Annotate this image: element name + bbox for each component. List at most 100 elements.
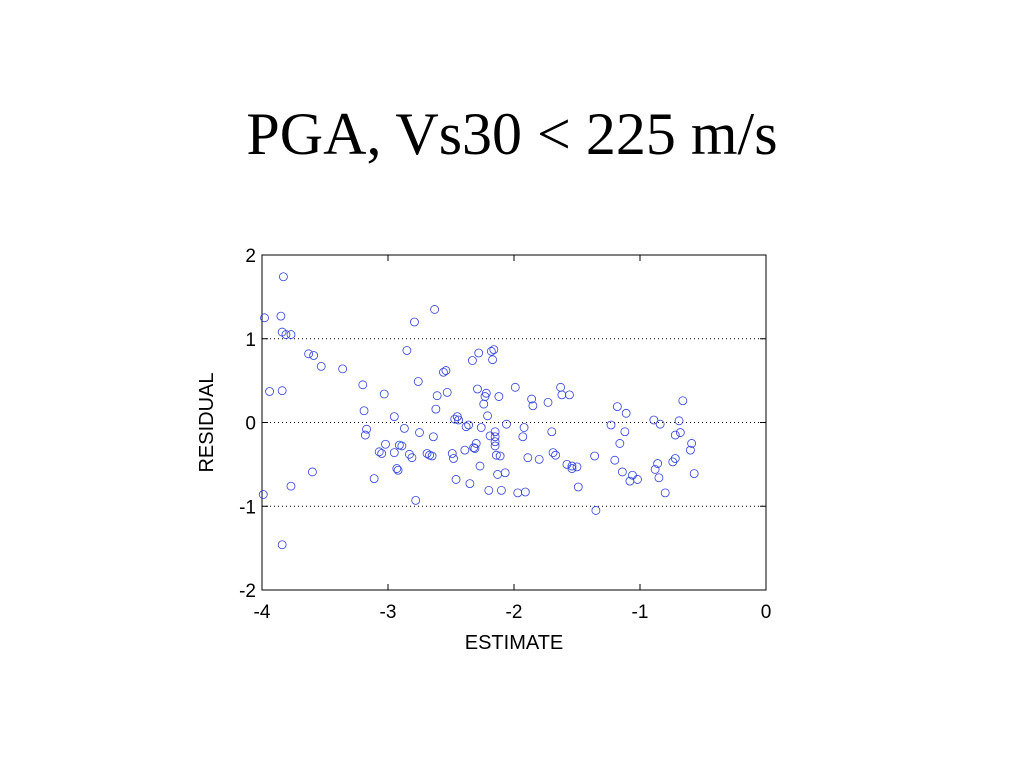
- data-point: [369, 474, 379, 484]
- data-point: [316, 361, 326, 371]
- data-point: [621, 408, 631, 418]
- y-tick-label: 0: [245, 414, 256, 435]
- data-point: [389, 412, 399, 422]
- data-point: [620, 427, 630, 437]
- data-point: [473, 384, 482, 394]
- data-point: [590, 451, 600, 461]
- data-point: [686, 445, 695, 455]
- axis-ticks: [261, 254, 767, 591]
- data-point: [471, 439, 481, 448]
- data-point: [475, 461, 485, 471]
- data-point: [520, 487, 530, 497]
- data-point: [494, 392, 504, 401]
- data-point: [432, 391, 442, 401]
- data-point: [447, 449, 457, 458]
- data-point: [451, 475, 461, 484]
- x-axis-label: ESTIMATE: [465, 632, 564, 654]
- data-point: [490, 432, 500, 442]
- data-point: [374, 447, 384, 457]
- x-tick-label: -3: [380, 602, 397, 623]
- data-point: [633, 475, 642, 484]
- data-point: [653, 459, 663, 468]
- data-point: [496, 485, 506, 495]
- data-point: [407, 453, 417, 463]
- data-points: [258, 272, 699, 550]
- data-point: [422, 449, 432, 458]
- data-point: [572, 462, 582, 472]
- data-point: [670, 430, 680, 440]
- data-point: [547, 427, 557, 437]
- data-point: [610, 455, 620, 465]
- x-tick-labels: -4 -3 -2 -1 0: [254, 602, 772, 623]
- data-point: [389, 448, 399, 458]
- data-point: [493, 470, 503, 479]
- data-point: [668, 457, 678, 467]
- data-point: [465, 479, 475, 489]
- y-tick-labels: -2 -1 0 1 2: [239, 246, 256, 602]
- data-point: [660, 488, 670, 498]
- data-point: [518, 432, 528, 442]
- data-point: [495, 451, 505, 461]
- data-point: [405, 449, 414, 459]
- data-point: [415, 428, 424, 437]
- data-point: [689, 469, 699, 478]
- data-point: [488, 355, 497, 365]
- data-point: [491, 450, 501, 460]
- data-point: [654, 473, 664, 483]
- data-point: [523, 453, 533, 463]
- data-point: [476, 423, 486, 432]
- y-tick-label: -1: [239, 497, 256, 518]
- data-point: [393, 465, 403, 475]
- data-point: [469, 443, 479, 453]
- data-point: [410, 317, 419, 327]
- data-point: [567, 461, 577, 471]
- data-point: [612, 402, 622, 411]
- y-tick-label: -2: [239, 581, 256, 602]
- data-point: [377, 449, 387, 458]
- data-point: [649, 415, 659, 425]
- data-point: [461, 422, 471, 432]
- data-point: [449, 454, 458, 463]
- data-point: [490, 427, 500, 437]
- data-point: [338, 364, 348, 374]
- data-point: [260, 313, 269, 323]
- data-point: [392, 464, 402, 473]
- grid-lines: [262, 338, 766, 507]
- data-point: [439, 367, 448, 377]
- data-point: [490, 441, 500, 451]
- data-point: [307, 467, 317, 477]
- data-point: [489, 345, 499, 355]
- data-point: [450, 414, 460, 424]
- data-point: [379, 389, 389, 399]
- data-point: [277, 540, 287, 550]
- data-point: [402, 346, 412, 355]
- data-point: [687, 439, 697, 448]
- data-point: [479, 399, 489, 409]
- data-point: [279, 272, 288, 282]
- data-point: [428, 432, 438, 442]
- data-point: [413, 377, 423, 386]
- data-point: [551, 450, 560, 460]
- data-point: [670, 454, 680, 463]
- data-point: [281, 330, 291, 339]
- data-point: [513, 488, 523, 498]
- data-point: [397, 441, 407, 451]
- data-point: [258, 490, 268, 499]
- data-point: [460, 445, 470, 455]
- data-point: [286, 481, 296, 491]
- data-point: [500, 468, 510, 478]
- data-point: [427, 451, 437, 461]
- data-point: [556, 382, 566, 392]
- data-point: [534, 454, 544, 464]
- data-point: [615, 439, 625, 448]
- data-point: [358, 380, 368, 390]
- data-point: [519, 423, 529, 432]
- data-point: [617, 467, 627, 477]
- data-point: [286, 330, 296, 339]
- x-tick-label: 0: [761, 602, 772, 623]
- y-axis-label: RESIDUAL: [196, 372, 218, 472]
- data-point: [309, 351, 319, 360]
- data-point: [655, 419, 665, 429]
- data-point: [277, 386, 287, 396]
